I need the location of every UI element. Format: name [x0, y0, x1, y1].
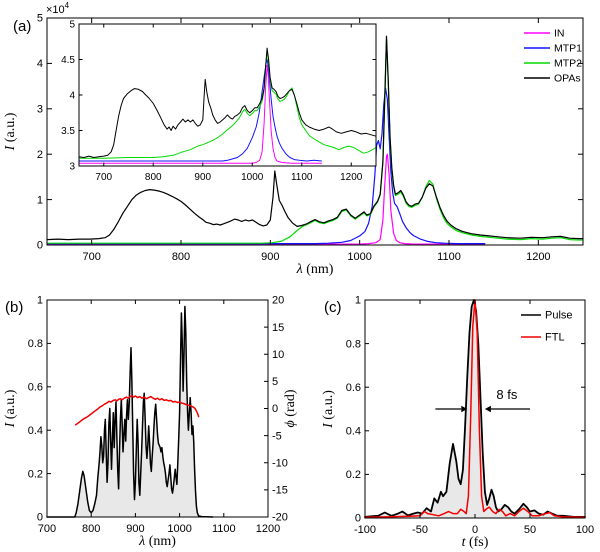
y-right-tick-label: 15 — [272, 322, 284, 334]
y-right-tick-label: 5 — [272, 376, 278, 388]
y-tick-label: 0.4 — [346, 426, 361, 438]
y-tick-label: 0.2 — [28, 468, 43, 480]
y-tick-label: 1 — [37, 194, 43, 206]
legend-label-MTP2: MTP2 — [554, 58, 582, 70]
y-axis-multiplier: ×104 — [46, 1, 70, 16]
y-right-tick-label: -20 — [272, 512, 288, 524]
y-axis-label: I (a.u.) — [321, 390, 336, 429]
x-tick-label: 1000 — [167, 523, 191, 535]
x-tick-label: 900 — [126, 523, 144, 535]
y-tick-label: 5 — [37, 13, 43, 25]
legend-label-Pulse: Pulse — [545, 310, 573, 322]
x-tick-label: 1100 — [212, 523, 236, 535]
x-tick-label: 1100 — [291, 172, 313, 183]
x-axis-label: t (fs) — [462, 535, 489, 550]
series-spectrum-fill — [47, 306, 213, 517]
x-tick-label: 700 — [82, 251, 100, 263]
legend-label-FTL: FTL — [545, 332, 565, 344]
y-right-axis-label: ϕ (rad) — [283, 389, 298, 427]
y-right-tick-label: -10 — [272, 457, 288, 469]
legend-label-MTP1: MTP1 — [554, 43, 582, 55]
y-right-tick-label: -15 — [272, 485, 288, 497]
x-tick-label: -100 — [354, 524, 376, 536]
x-tick-label: 1000 — [241, 172, 264, 183]
panel-label-a: (a) — [13, 18, 31, 35]
x-tick-label: 1200 — [256, 523, 280, 535]
left-arrowhead-icon — [461, 405, 468, 413]
legend-c: Pulse FTL — [521, 310, 573, 344]
x-tick-label: 1200 — [340, 172, 363, 183]
y-tick-label: 0 — [37, 512, 43, 524]
x-tick-label: 1200 — [526, 251, 550, 263]
y-tick-label: 5 — [69, 19, 75, 30]
panel-c: -100 -50 0 50 100 0 0.2 0.4 0.6 0.8 1 t (fs) I (a.u.… — [321, 295, 594, 550]
y-tick-label: 3.5 — [61, 126, 75, 137]
series-IN-line — [46, 153, 486, 245]
y-tick-label: 3 — [37, 104, 43, 116]
y-tick-label: 1 — [37, 295, 43, 307]
x-tick-label: 800 — [172, 251, 190, 263]
panel-a-frame — [46, 17, 584, 246]
x-tick-label: -50 — [412, 524, 428, 536]
panel-a_inset-background — [79, 24, 376, 166]
pulse-width-label: 8 fs — [496, 387, 517, 402]
x-tick-label: 900 — [261, 251, 279, 263]
panel-a: 700 800 900 1000 1100 1200 0 1 2 3 4 5 λ (nm) I (a.u.… — [3, 1, 584, 277]
width-annotation: 8 fs — [435, 387, 530, 413]
y-tick-label: 0.4 — [28, 425, 43, 437]
right-arrowhead-icon — [484, 405, 491, 413]
y-tick-label: 4 — [37, 58, 43, 70]
y-tick-label: 0.8 — [28, 338, 43, 350]
x-axis-label: λ (nm) — [296, 262, 334, 277]
y-tick-label: 2 — [37, 149, 43, 161]
panel-label-b: (b) — [5, 299, 23, 316]
x-tick-label: 50 — [524, 524, 536, 536]
y-right-tick-label: 20 — [272, 295, 284, 307]
series-OPAs-inset-line — [78, 47, 377, 158]
panel-b: 700 800 900 1000 1100 1200 0 0.2 0.4 0.6 0.8 1 -20 -1… — [3, 295, 298, 549]
y-tick-label: 0.8 — [346, 338, 361, 350]
x-tick-label: 1000 — [347, 251, 371, 263]
series-OPAs-line — [46, 35, 584, 241]
legend-label-OPAs: OPAs — [554, 73, 581, 85]
y-tick-label: 3 — [69, 161, 75, 172]
x-tick-label: 800 — [145, 172, 162, 183]
series-spectrum-line — [46, 305, 214, 518]
x-tick-label: 1100 — [437, 251, 461, 263]
x-axis-label: λ (nm) — [138, 534, 176, 549]
y-right-tick-label: -5 — [272, 430, 282, 442]
x-tick-label: 0 — [472, 524, 478, 536]
y-tick-label: 0.6 — [346, 382, 361, 394]
series-phase-line — [74, 394, 200, 426]
y-tick-label: 1 — [355, 295, 361, 307]
y-axis-label: I (a.u.) — [3, 112, 18, 151]
series-IN-inset-line — [78, 64, 322, 164]
legend-label-IN: IN — [554, 28, 565, 40]
x-tick-label: 800 — [82, 523, 100, 535]
x-tick-label: 700 — [95, 172, 112, 183]
y-tick-label: 4.5 — [61, 55, 75, 66]
y-axis-label: I (a.u.) — [3, 389, 18, 428]
x-tick-label: 700 — [38, 523, 56, 535]
x-tick-label: 100 — [576, 524, 594, 536]
series-MTP1-line — [46, 87, 486, 245]
panel-label-c: (c) — [324, 299, 342, 316]
y-right-tick-label: 10 — [272, 349, 284, 361]
legend-a: IN MTP1 MTP2 OPAs — [524, 28, 582, 85]
y-tick-label: 0.2 — [346, 469, 361, 481]
y-tick-label: 4 — [69, 90, 75, 101]
series-Pulse-fill — [365, 300, 585, 518]
y-right-tick-label: 0 — [272, 403, 278, 415]
series-FTL-line — [364, 299, 586, 519]
x-tick-label: 900 — [194, 172, 211, 183]
panel-a_inset: 700 800 900 1000 1100 1200 3 3.5 4 4.5 5 — [61, 19, 377, 183]
y-tick-label: 0.6 — [28, 382, 43, 394]
y-tick-label: 0 — [355, 513, 361, 525]
y-tick-label: 0 — [37, 240, 43, 252]
